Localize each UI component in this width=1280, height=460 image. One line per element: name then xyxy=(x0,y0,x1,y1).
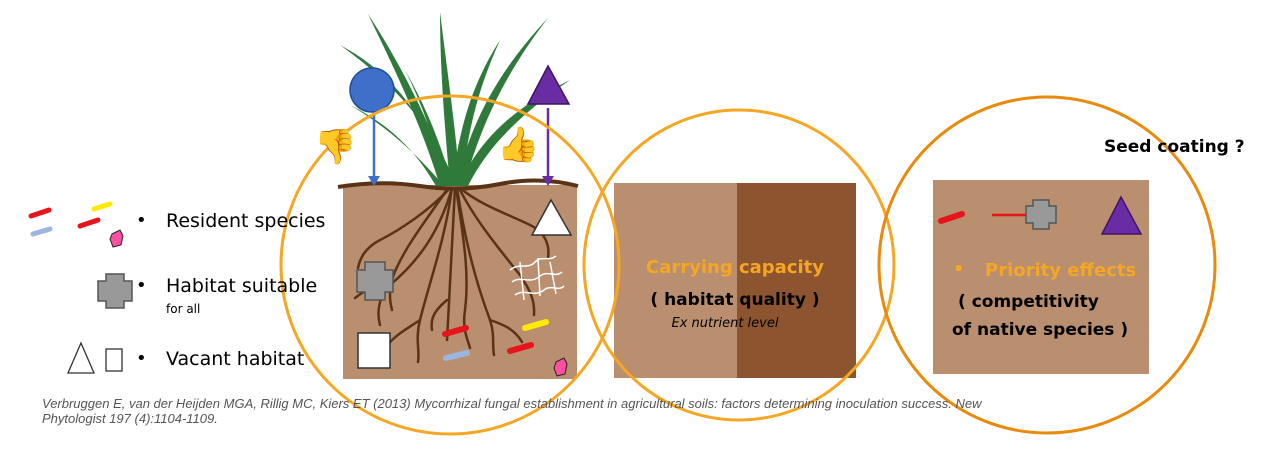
nutrient-level-label: Ex nutrient level xyxy=(671,316,779,331)
yellow-bar-species xyxy=(522,319,549,331)
seed-coating-label: Seed coating ? xyxy=(1104,137,1245,157)
blue-bar-species xyxy=(443,350,470,361)
priority-bullet: • xyxy=(953,259,965,280)
legend-red-bar-1 xyxy=(28,207,52,219)
right-habitat-cross xyxy=(1025,199,1057,230)
red-bar-species-2 xyxy=(507,342,534,354)
purple-arrowhead-down xyxy=(542,176,554,186)
purple-triangle-species xyxy=(526,64,571,105)
thumbs-down-icon: 👎 xyxy=(314,128,357,166)
citation: Verbruggen E, van der Heijden MGA, Rilli… xyxy=(42,396,1272,426)
legend-bullet-2: • xyxy=(136,275,147,296)
priority-effects-label: Priority effects xyxy=(985,260,1137,281)
citation-line2: Phytologist 197 (4):1104-1109. xyxy=(42,411,218,426)
habitat-quality-label: ( habitat quality ) xyxy=(650,290,820,310)
legend-red-bar-2 xyxy=(77,217,101,229)
legend-pink-blob xyxy=(109,229,124,248)
vacant-triangle xyxy=(530,198,573,236)
legend-habitat-suitable: Habitat suitable xyxy=(166,275,318,297)
legend-bullet-1: • xyxy=(136,210,147,231)
soil-panel-middle-dark xyxy=(737,183,856,378)
legend-bullet-3: • xyxy=(136,348,147,369)
right-purple-triangle xyxy=(1100,195,1143,235)
plant-roots xyxy=(353,186,550,364)
legend-for-all: for all xyxy=(166,302,201,316)
legend-vacant-triangle xyxy=(67,341,95,374)
competitivity-line2: of native species ) xyxy=(952,320,1129,340)
fungal-hyphae xyxy=(509,255,565,301)
circle-left xyxy=(279,94,621,436)
legend-yellow-bar xyxy=(91,201,113,212)
right-red-bar xyxy=(938,211,965,224)
blue-arrowhead xyxy=(368,176,380,186)
blue-circle-species xyxy=(349,67,395,113)
circle-right xyxy=(877,95,1217,435)
legend-vacant-habitat: Vacant habitat xyxy=(166,348,305,370)
circle-middle xyxy=(582,108,896,422)
pink-blob-species xyxy=(553,357,568,377)
competitivity-line1: ( competitivity xyxy=(958,292,1099,312)
legend-vacant-square xyxy=(105,348,123,372)
citation-line1: Verbruggen E, van der Heijden MGA, Rilli… xyxy=(42,396,982,411)
vacant-square xyxy=(357,332,391,369)
thumbs-up-icon: 👍 xyxy=(497,126,540,164)
habitat-cross-shape xyxy=(356,261,394,301)
carrying-capacity-label: Carrying capacity xyxy=(645,257,824,278)
legend-habitat-cross xyxy=(97,273,133,309)
soil-panel-middle-light xyxy=(614,183,738,378)
legend-blue-bar xyxy=(30,226,53,237)
red-bar-species xyxy=(442,325,469,337)
legend-resident-species: Resident species xyxy=(166,210,326,232)
